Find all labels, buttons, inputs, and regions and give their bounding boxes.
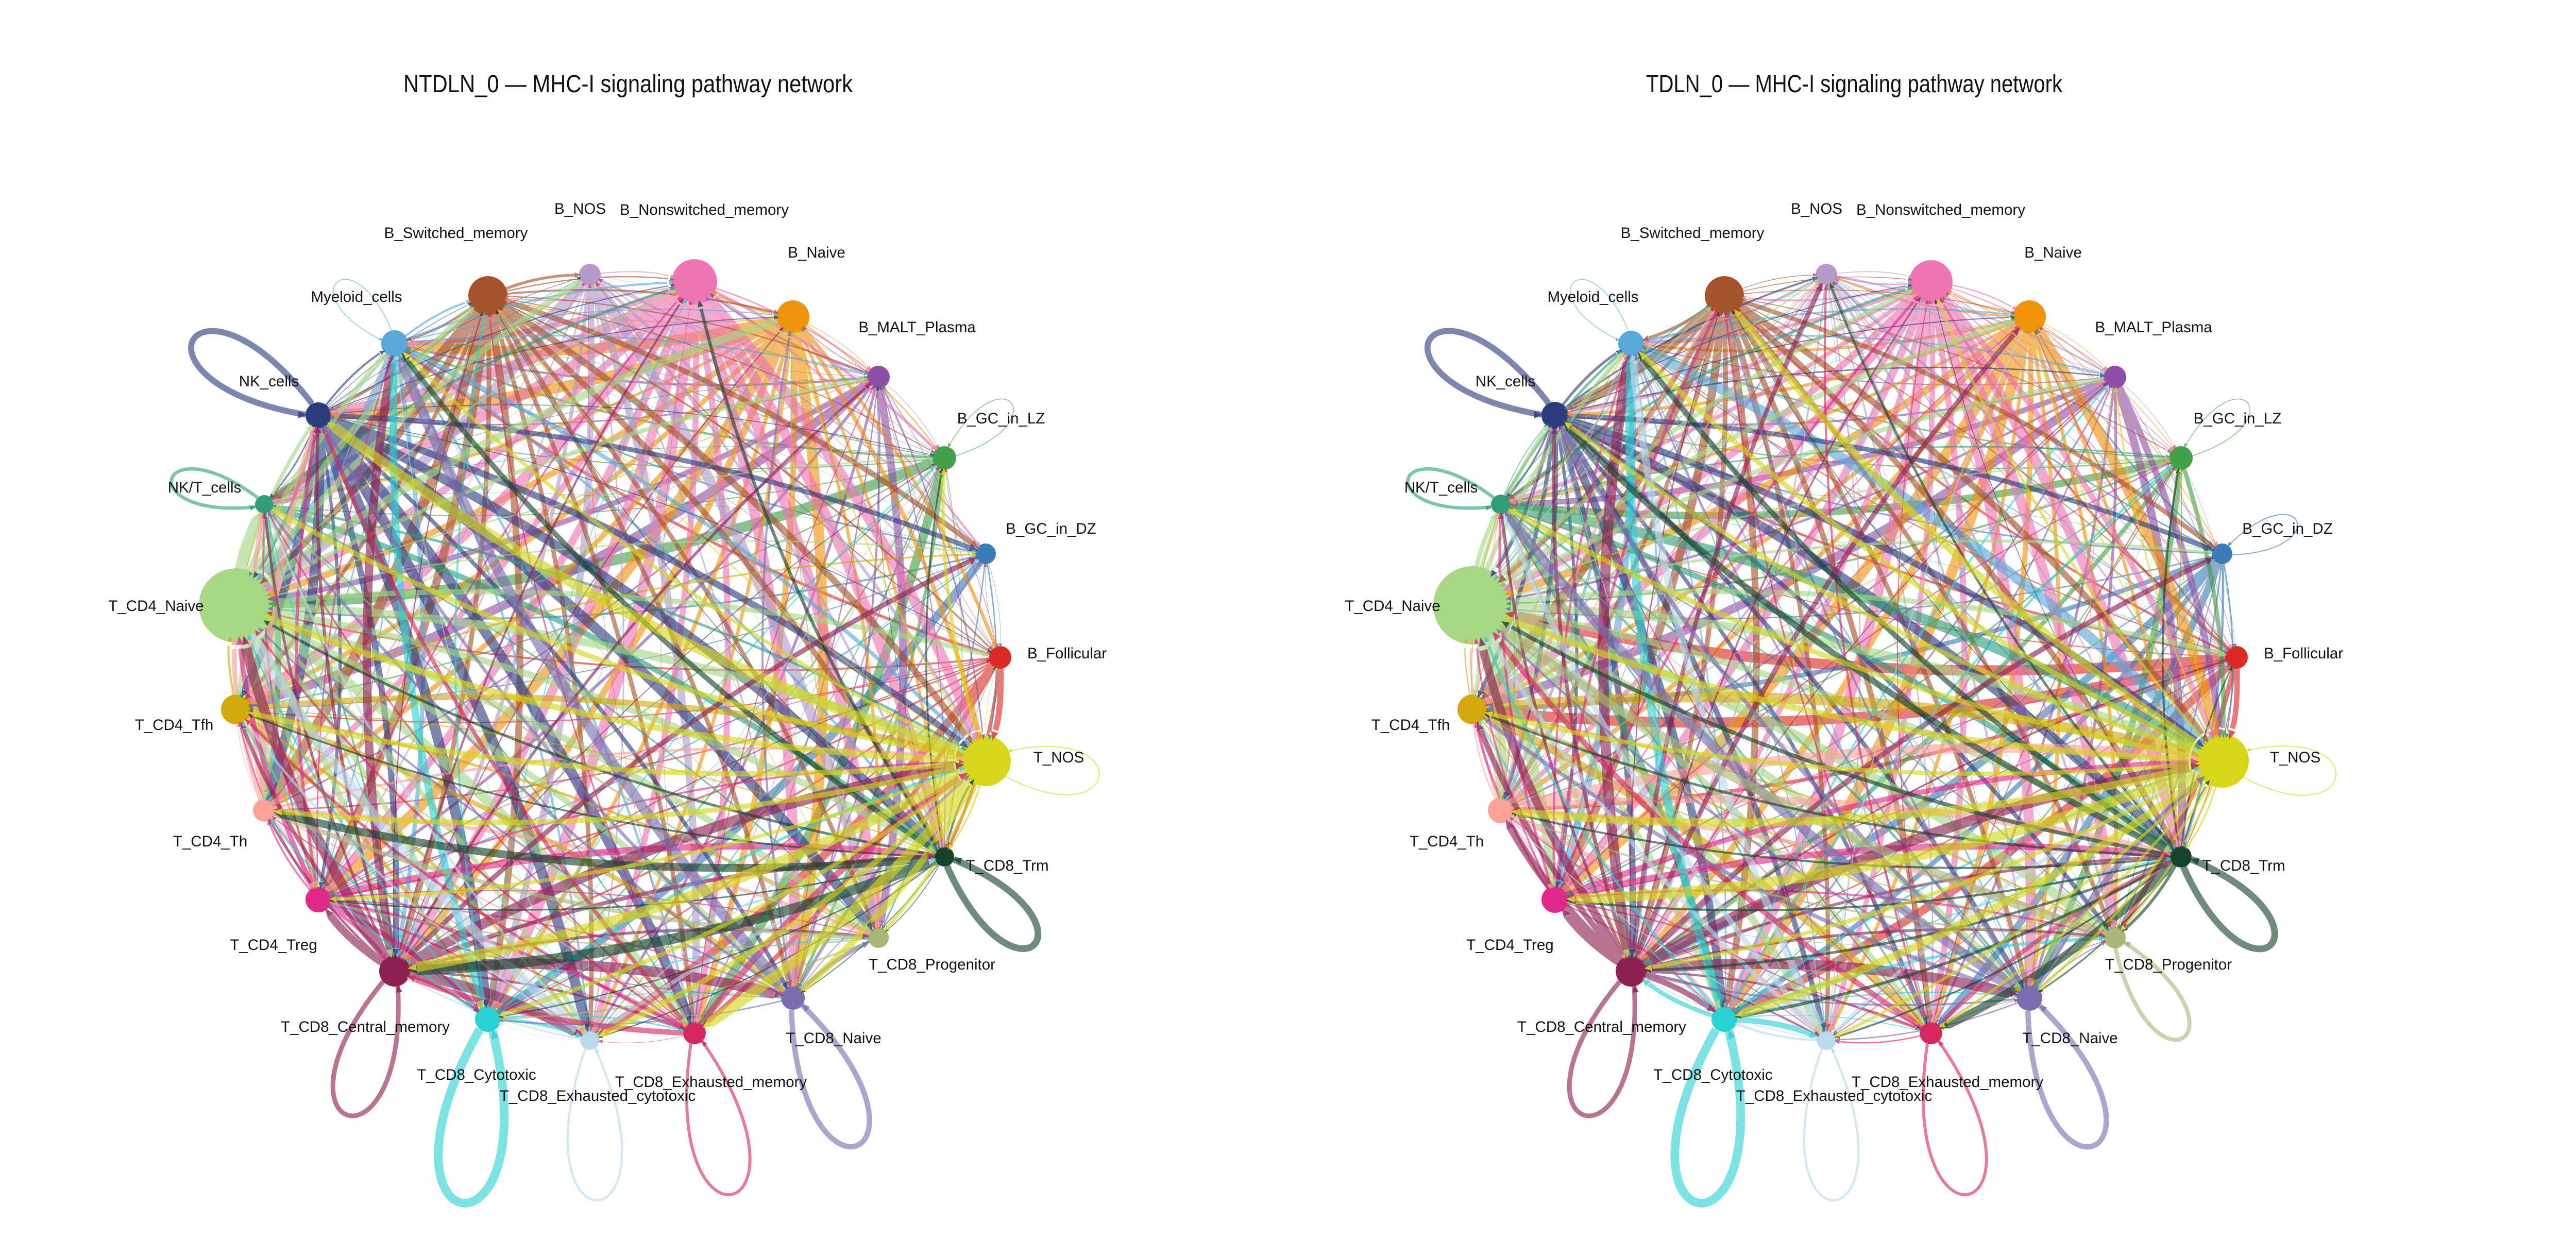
svg-text:B_NOS: B_NOS xyxy=(1791,200,1842,217)
svg-text:B_Switched_memory: B_Switched_memory xyxy=(1621,225,1765,242)
svg-text:T_CD8_Exhausted_cytotoxic: T_CD8_Exhausted_cytotoxic xyxy=(1736,1088,1932,1105)
svg-text:T_CD4_Treg: T_CD4_Treg xyxy=(1466,937,1553,954)
svg-text:T_CD8_Exhausted_memory: T_CD8_Exhausted_memory xyxy=(615,1074,807,1091)
svg-text:Myeloid_cells: Myeloid_cells xyxy=(311,288,402,305)
svg-text:B_GC_in_LZ: B_GC_in_LZ xyxy=(957,410,1045,427)
svg-text:T_CD8_Progenitor: T_CD8_Progenitor xyxy=(869,956,995,973)
svg-text:T_CD8_Cytotoxic: T_CD8_Cytotoxic xyxy=(1653,1066,1772,1083)
svg-text:B_MALT_Plasma: B_MALT_Plasma xyxy=(2095,319,2212,336)
svg-text:T_CD8_Trm: T_CD8_Trm xyxy=(965,857,1048,874)
svg-text:T_NOS: T_NOS xyxy=(2270,749,2320,766)
svg-text:B_GC_in_LZ: B_GC_in_LZ xyxy=(2194,410,2282,427)
svg-text:T_CD4_Naive: T_CD4_Naive xyxy=(1345,598,1440,615)
svg-text:NK_cells: NK_cells xyxy=(1476,373,1535,390)
svg-text:T_CD8_Trm: T_CD8_Trm xyxy=(2202,857,2285,874)
svg-text:T_CD4_Treg: T_CD4_Treg xyxy=(230,937,317,954)
svg-text:NK/T_cells: NK/T_cells xyxy=(1404,479,1478,496)
svg-text:B_Naive: B_Naive xyxy=(2024,244,2082,261)
svg-text:T_CD8_Naive: T_CD8_Naive xyxy=(2022,1030,2117,1047)
svg-text:B_MALT_Plasma: B_MALT_Plasma xyxy=(858,319,976,336)
svg-text:B_GC_in_DZ: B_GC_in_DZ xyxy=(1006,520,1096,537)
svg-text:T_CD8_Central_memory: T_CD8_Central_memory xyxy=(281,1019,450,1036)
svg-text:B_Follicular: B_Follicular xyxy=(2264,645,2343,662)
svg-text:B_Follicular: B_Follicular xyxy=(1027,645,1107,662)
svg-text:T_CD4_Naive: T_CD4_Naive xyxy=(108,598,204,615)
svg-text:NTDLN_0 — MHC-I signaling path: NTDLN_0 — MHC-I signaling pathway networ… xyxy=(403,71,853,98)
svg-text:T_CD4_Tfh: T_CD4_Tfh xyxy=(1371,717,1450,734)
svg-text:T_CD8_Exhausted_memory: T_CD8_Exhausted_memory xyxy=(1852,1074,2043,1091)
svg-text:T_CD8_Progenitor: T_CD8_Progenitor xyxy=(2105,956,2232,973)
svg-text:T_NOS: T_NOS xyxy=(1033,749,1084,766)
svg-text:T_CD8_Naive: T_CD8_Naive xyxy=(786,1030,881,1047)
svg-text:T_CD4_Th: T_CD4_Th xyxy=(1410,833,1484,850)
svg-text:B_Nonswitched_memory: B_Nonswitched_memory xyxy=(1856,201,2025,218)
svg-text:B_Switched_memory: B_Switched_memory xyxy=(384,225,528,242)
svg-text:Myeloid_cells: Myeloid_cells xyxy=(1547,288,1638,305)
svg-text:T_CD8_Cytotoxic: T_CD8_Cytotoxic xyxy=(417,1066,536,1083)
svg-text:T_CD8_Central_memory: T_CD8_Central_memory xyxy=(1517,1019,1686,1036)
svg-text:TDLN_0 — MHC-I signaling pathw: TDLN_0 — MHC-I signaling pathway network xyxy=(1646,71,2063,98)
svg-text:B_Naive: B_Naive xyxy=(788,244,845,261)
svg-text:B_Nonswitched_memory: B_Nonswitched_memory xyxy=(620,201,789,218)
svg-text:NK/T_cells: NK/T_cells xyxy=(168,479,242,496)
svg-text:B_GC_in_DZ: B_GC_in_DZ xyxy=(2242,520,2332,537)
svg-text:NK_cells: NK_cells xyxy=(239,373,299,390)
svg-text:B_NOS: B_NOS xyxy=(554,200,606,217)
svg-text:T_CD4_Th: T_CD4_Th xyxy=(173,833,247,850)
svg-text:T_CD4_Tfh: T_CD4_Tfh xyxy=(135,717,213,734)
svg-text:T_CD8_Exhausted_cytotoxic: T_CD8_Exhausted_cytotoxic xyxy=(500,1088,696,1105)
